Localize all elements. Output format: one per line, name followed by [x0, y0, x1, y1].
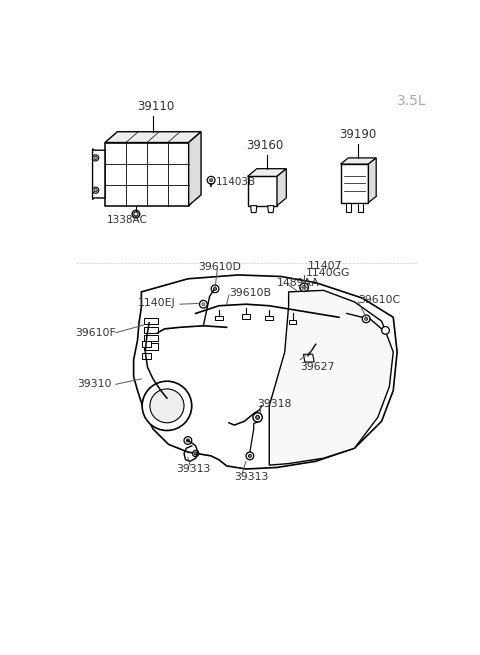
Text: 1140GG: 1140GG — [306, 268, 350, 278]
Circle shape — [211, 285, 219, 293]
Text: 39610B: 39610B — [229, 288, 271, 299]
Polygon shape — [144, 335, 157, 341]
Circle shape — [194, 452, 197, 455]
Polygon shape — [277, 169, 286, 206]
Circle shape — [362, 315, 370, 323]
Polygon shape — [346, 202, 350, 212]
Circle shape — [256, 415, 260, 419]
Polygon shape — [269, 290, 393, 465]
Polygon shape — [242, 314, 250, 319]
Text: 39313: 39313 — [234, 472, 269, 481]
Polygon shape — [144, 318, 157, 324]
Text: 39310: 39310 — [77, 379, 111, 389]
Circle shape — [302, 286, 306, 290]
Circle shape — [132, 210, 140, 218]
Circle shape — [200, 301, 207, 308]
Circle shape — [94, 157, 97, 159]
Text: 39610D: 39610D — [198, 262, 241, 272]
Polygon shape — [248, 176, 277, 206]
Circle shape — [142, 381, 192, 430]
Polygon shape — [142, 353, 152, 359]
Text: 1338AC: 1338AC — [107, 215, 147, 225]
Text: 3.5L: 3.5L — [397, 94, 427, 108]
Circle shape — [192, 451, 199, 457]
Circle shape — [253, 413, 262, 422]
Polygon shape — [105, 132, 201, 143]
Text: 11403B: 11403B — [216, 177, 256, 187]
Polygon shape — [359, 202, 363, 212]
Circle shape — [94, 189, 97, 192]
Circle shape — [93, 187, 99, 193]
Text: 39318: 39318 — [258, 400, 292, 409]
Polygon shape — [251, 206, 257, 213]
Circle shape — [186, 439, 190, 442]
Text: 1489AA: 1489AA — [277, 278, 320, 288]
Circle shape — [248, 455, 252, 457]
Circle shape — [246, 452, 254, 460]
Circle shape — [202, 303, 205, 306]
Polygon shape — [189, 132, 201, 206]
Text: 39110: 39110 — [137, 100, 175, 113]
Circle shape — [134, 212, 138, 216]
Polygon shape — [288, 320, 296, 324]
Polygon shape — [105, 143, 189, 206]
Text: 39610C: 39610C — [359, 295, 400, 305]
Text: 11407: 11407 — [308, 261, 343, 271]
Circle shape — [150, 389, 184, 422]
Text: 39610F: 39610F — [75, 328, 116, 338]
Polygon shape — [133, 275, 397, 469]
Circle shape — [184, 437, 192, 444]
Polygon shape — [265, 316, 273, 320]
Polygon shape — [248, 169, 286, 176]
Polygon shape — [340, 158, 376, 164]
Circle shape — [214, 288, 216, 290]
Circle shape — [93, 155, 99, 161]
Polygon shape — [340, 164, 369, 202]
Circle shape — [365, 317, 368, 320]
Polygon shape — [215, 316, 223, 320]
Text: 39627: 39627 — [300, 362, 335, 372]
Polygon shape — [369, 158, 376, 202]
Text: 39190: 39190 — [339, 128, 376, 141]
Polygon shape — [144, 327, 157, 333]
Polygon shape — [142, 341, 152, 347]
Polygon shape — [303, 354, 314, 362]
Text: 1140EJ: 1140EJ — [137, 299, 175, 309]
Text: 39313: 39313 — [176, 464, 211, 474]
Polygon shape — [268, 206, 274, 213]
Circle shape — [382, 327, 389, 334]
Circle shape — [300, 283, 308, 291]
Polygon shape — [93, 149, 105, 200]
Text: 39160: 39160 — [246, 139, 283, 152]
Polygon shape — [144, 343, 157, 350]
Circle shape — [210, 179, 213, 182]
Circle shape — [207, 176, 215, 184]
